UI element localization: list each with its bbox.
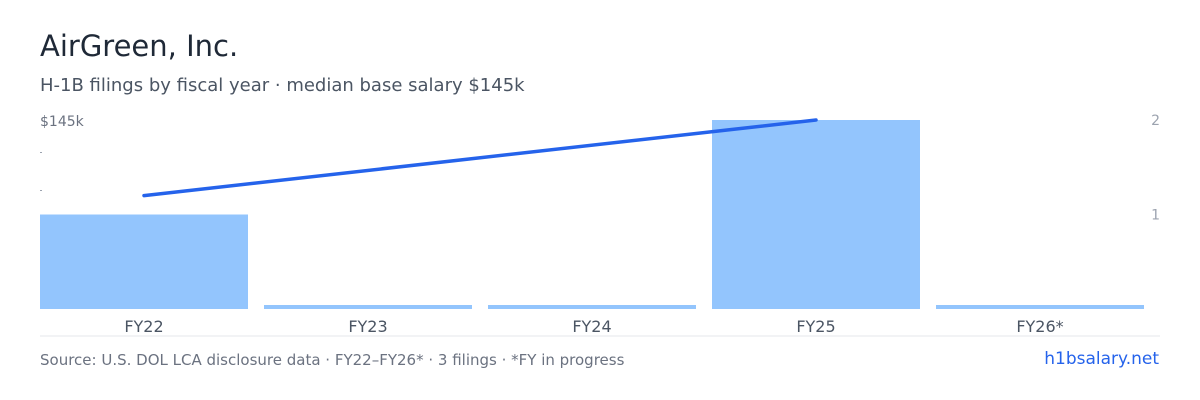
bar-FY23[interactable]: [264, 305, 472, 309]
left-axis-tick: [40, 190, 42, 191]
chart-title: AirGreen, Inc.: [40, 29, 239, 63]
salary-line: [142, 118, 818, 198]
left-axis-tick: [40, 152, 42, 153]
x-tick-label: FY22: [124, 317, 163, 336]
bar-FY25[interactable]: [712, 120, 920, 309]
x-tick-label: FY24: [572, 317, 611, 336]
right-axis-tick-label: 2: [1151, 113, 1160, 129]
bar-FY26[interactable]: [936, 305, 1144, 309]
x-tick-label: FY25: [796, 317, 835, 336]
chart-subtitle: H-1B filings by fiscal year · median bas…: [40, 75, 525, 96]
x-tick-label: FY26*: [1016, 317, 1063, 336]
bar-FY24[interactable]: [488, 305, 696, 309]
source-note: Source: U.S. DOL LCA disclosure data · F…: [40, 351, 625, 369]
left-axis-tick-label: $145k: [40, 114, 85, 130]
site-link[interactable]: h1bsalary.net: [1044, 349, 1159, 369]
x-tick-label: FY23: [348, 317, 387, 336]
right-axis-tick-label: 1: [1151, 208, 1160, 224]
bar-FY22[interactable]: [40, 214, 248, 310]
